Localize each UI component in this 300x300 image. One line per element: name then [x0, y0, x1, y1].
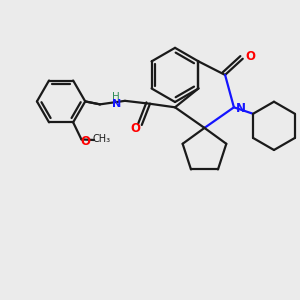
Text: CH₃: CH₃: [92, 134, 110, 144]
Text: O: O: [245, 50, 255, 63]
Text: N: N: [112, 99, 121, 109]
Text: O: O: [130, 122, 140, 135]
Text: H: H: [112, 92, 120, 102]
Text: N: N: [236, 102, 245, 115]
Text: O: O: [81, 135, 91, 148]
